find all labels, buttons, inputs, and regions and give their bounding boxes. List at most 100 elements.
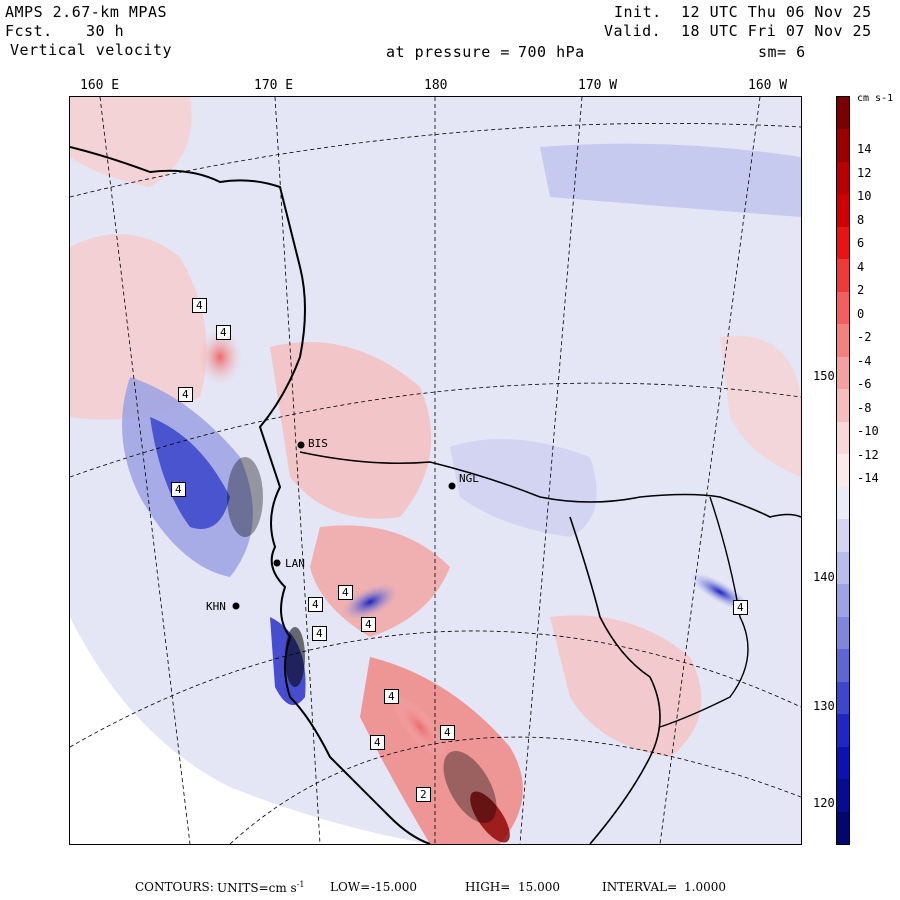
colorbar-segment [837, 746, 849, 780]
colorbar-segment [837, 616, 849, 650]
strong-updraft [392, 695, 448, 759]
colorbar-segment [837, 584, 849, 618]
colorbar-tick-label: -8 [857, 400, 872, 415]
colorbar-segment [837, 649, 849, 683]
colorbar-segment [837, 779, 849, 812]
colorbar-tick-label: 6 [857, 236, 865, 250]
colorbar-segment [837, 486, 849, 520]
lon-label-160w: 160 W [748, 78, 788, 93]
init-label: Init. [614, 3, 662, 21]
contour-label: 4 [370, 735, 385, 750]
negative-region [540, 143, 801, 217]
colorbar-segment [837, 389, 849, 423]
valid-label: Valid. [604, 22, 662, 40]
contour-cluster [285, 627, 305, 687]
valid-time: 18 UTC Fri 07 Nov 25 [681, 22, 872, 40]
colorbar-segment [837, 259, 849, 293]
colorbar-tick-label: -10 [857, 424, 879, 438]
ice-shelf-boundary [299, 451, 801, 518]
contour-label: 4 [312, 626, 327, 641]
contour-label: 4 [384, 689, 399, 704]
colorbar-tick-label: -2 [857, 330, 872, 344]
lon-label-180: 180 [424, 78, 448, 93]
smoothing-label: sm= 6 [758, 43, 806, 61]
pressure-level: 700 hPa [518, 43, 585, 61]
colorbar-tick-label: 2 [857, 283, 865, 297]
grounding-line [659, 496, 749, 728]
colorbar-segment [837, 811, 849, 845]
station-marker-lan [273, 559, 281, 567]
coastline [70, 146, 431, 844]
colorbar-segment [837, 129, 849, 163]
positive-region [550, 615, 702, 757]
footer-interval-value: 1.0000 [684, 880, 726, 894]
colorbar-tick-label: -12 [857, 447, 879, 462]
lon-label-170e: 170 E [254, 78, 294, 93]
footer-low-label: LOW= [330, 880, 371, 894]
colorbar-segment [837, 421, 849, 455]
station-label-ngl: NGL [459, 472, 479, 485]
station-label-lan: LAN [285, 557, 305, 570]
footer-high-value: 15.000 [518, 880, 560, 894]
footer-low-value: -15.000 [371, 880, 418, 894]
contour-label: 4 [192, 298, 207, 313]
station-marker-bis [297, 441, 305, 449]
contour-cluster [227, 457, 263, 537]
field-name: Vertical velocity [10, 41, 173, 59]
footer-interval-label: INTERVAL= [602, 880, 678, 894]
lon-label-170w: 170 W [578, 78, 618, 93]
colorbar-tick-label: 8 [857, 212, 865, 227]
strong-downdraft [342, 584, 398, 620]
colorbar-segment [837, 454, 849, 488]
no-data-area [70, 617, 430, 844]
positive-region [70, 234, 207, 420]
footer-high-label: HIGH= [465, 880, 511, 894]
model-title: AMPS 2.67-km MPAS [5, 3, 168, 21]
contour-label: 4 [308, 597, 323, 612]
colorbar-segment [837, 97, 849, 130]
lon-label-160e: 160 E [80, 78, 120, 93]
colorbar-segment [837, 324, 849, 358]
footer-contours-label: CONTOURS: [135, 880, 214, 894]
colorbar-tick-label: 14 [857, 142, 872, 156]
colorbar-unit: cm s-1 [857, 93, 894, 104]
positive-region [70, 97, 192, 187]
footer-units: UNITS=cm s-1 [217, 880, 305, 895]
grounding-line [569, 516, 661, 844]
strong-updraft [198, 329, 242, 385]
negative-region [450, 439, 597, 537]
forecast-hour: 30 h [86, 22, 125, 40]
contour-label: 4 [440, 725, 455, 740]
colorbar-tick-label: -6 [857, 377, 872, 391]
colorbar-segment [837, 681, 849, 715]
colorbar-segment [837, 161, 849, 195]
contour-label: 4 [171, 482, 186, 497]
colorbar-segment [837, 519, 849, 553]
station-marker-ngl [448, 482, 456, 490]
colorbar-segment [837, 714, 849, 748]
colorbar-segment [837, 551, 849, 585]
contour-label: 4 [216, 325, 231, 340]
contour-label: 2 [416, 787, 431, 802]
vertical-velocity-map: BIS NGL LAN KHN 4 4 4 4 4 4 4 4 4 4 4 4 … [69, 96, 802, 845]
map-canvas [70, 97, 801, 844]
colorbar-tick-label: 0 [857, 306, 865, 321]
contour-label: 4 [338, 585, 353, 600]
pressure-label: at pressure = [386, 43, 510, 61]
positive-region [720, 335, 801, 477]
contour-label: 4 [178, 387, 193, 402]
colorbar-tick-label: 12 [857, 165, 872, 180]
forecast-label: Fcst. [5, 22, 53, 40]
contour-label: 4 [733, 600, 748, 615]
station-label-bis: BIS [308, 437, 328, 450]
strong-updraft [470, 791, 510, 843]
colorbar-tick-label: 4 [857, 259, 865, 274]
colorbar-segment [837, 356, 849, 390]
station-label-khn: KHN [206, 600, 226, 613]
init-time: 12 UTC Thu 06 Nov 25 [681, 3, 872, 21]
contour-cluster [443, 750, 497, 824]
colorbar-segment [837, 226, 849, 260]
colorbar-segment [837, 291, 849, 325]
colorbar [836, 96, 850, 845]
contour-label: 4 [361, 617, 376, 632]
